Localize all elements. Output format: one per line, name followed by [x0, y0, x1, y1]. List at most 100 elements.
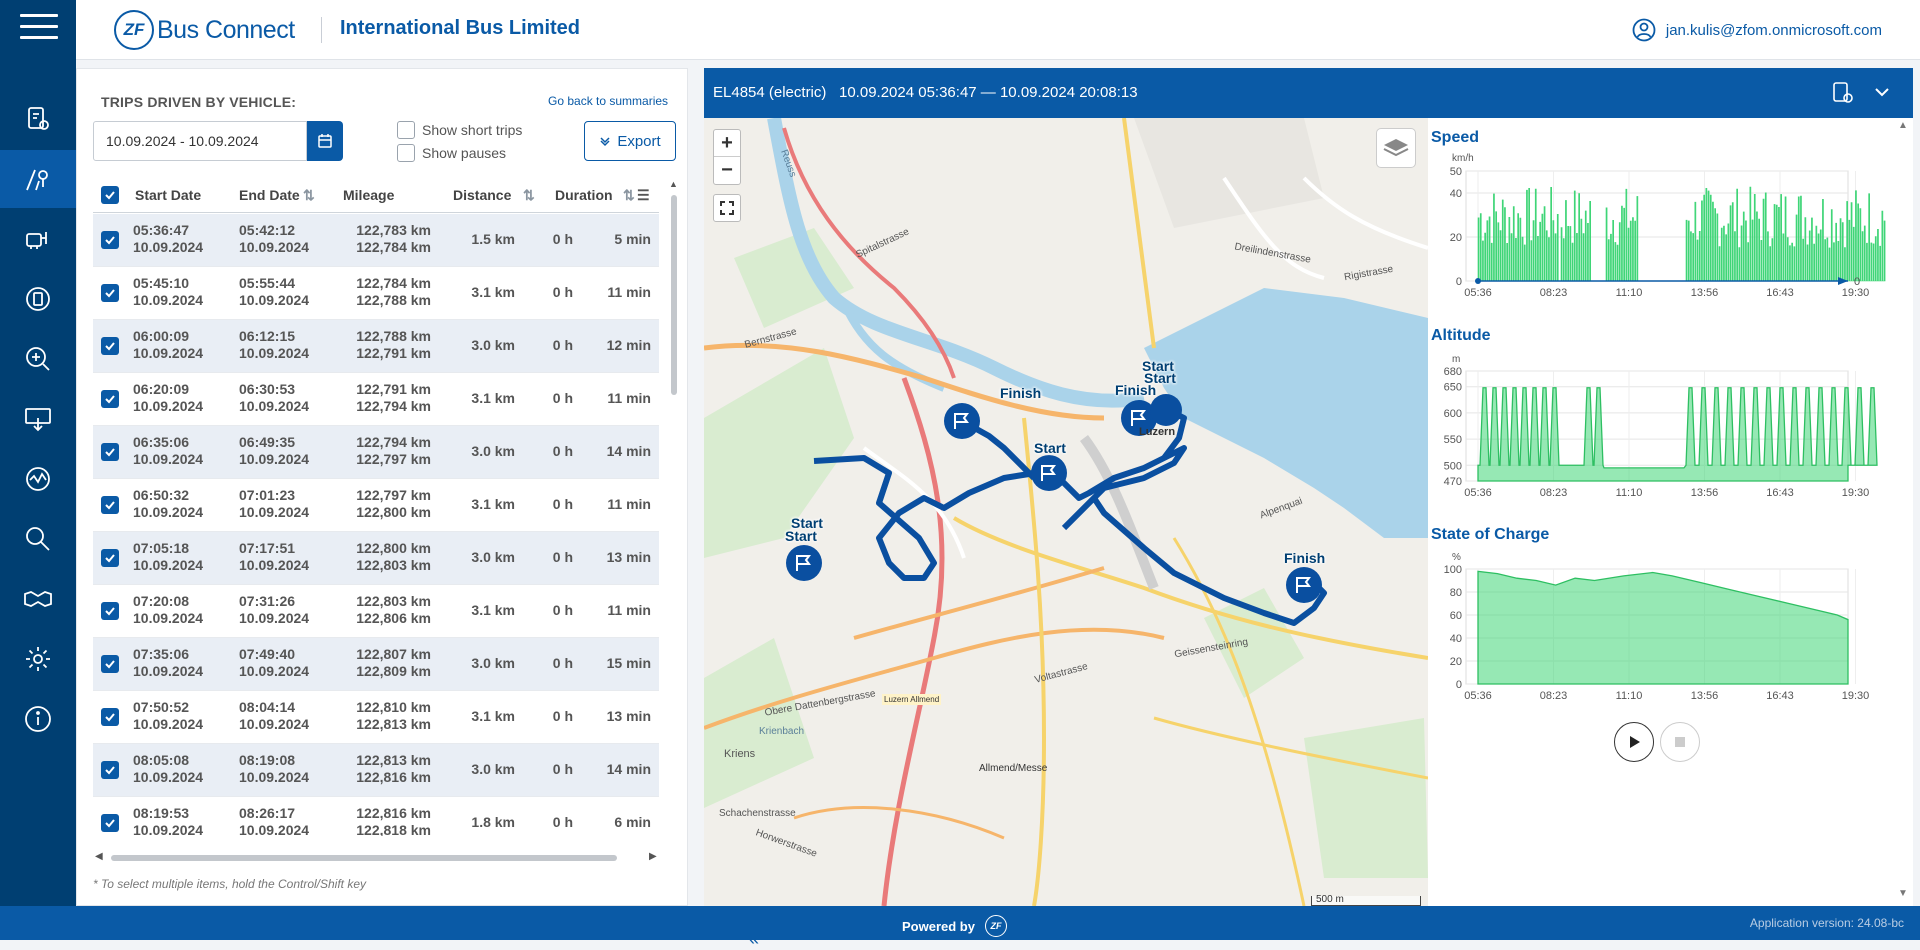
sort-icon[interactable]: ⇅	[523, 187, 535, 203]
table-row[interactable]: 06:20:09 10.09.2024 06:30:53 10.09.2024 122,…	[93, 373, 659, 426]
nav-settings-icon[interactable]	[0, 630, 76, 688]
row-checkbox[interactable]	[101, 337, 119, 355]
row-checkbox[interactable]	[101, 602, 119, 620]
user-email: jan.kulis@zfom.onmicrosoft.com	[1665, 21, 1882, 39]
company-name: International Bus Limited	[340, 17, 581, 39]
duration-minutes: 15 min	[606, 655, 651, 671]
end-date: 10.09.2024	[239, 292, 310, 308]
row-checkbox[interactable]	[101, 761, 119, 779]
row-checkbox[interactable]	[101, 390, 119, 408]
mileage-start: 122,794 km	[356, 434, 431, 450]
calendar-button[interactable]	[307, 121, 343, 161]
fullscreen-button[interactable]	[713, 194, 741, 222]
scroll-right-icon[interactable]: ▶	[649, 851, 657, 862]
nav-vehicle-report-icon[interactable]	[0, 90, 76, 148]
table-row[interactable]: 07:20:08 10.09.2024 07:31:26 10.09.2024 122,…	[93, 585, 659, 638]
start-date: 10.09.2024	[133, 398, 204, 414]
column-menu-icon[interactable]: ☰	[637, 187, 650, 203]
zoom-out-button[interactable]: −	[721, 159, 733, 181]
table-row[interactable]: 06:00:09 10.09.2024 06:12:15 10.09.2024 122,…	[93, 320, 659, 373]
menu-icon[interactable]	[20, 14, 58, 44]
row-checkbox[interactable]	[101, 231, 119, 249]
row-checkbox[interactable]	[101, 708, 119, 726]
soc-chart[interactable]: 100 80 60 40 20 005:36 08:23 11:10 13:56 16:43 19:…	[1428, 561, 1908, 721]
table-row[interactable]: 05:45:10 10.09.2024 05:55:44 10.09.2024 122,…	[93, 267, 659, 320]
nav-handshake-icon[interactable]	[0, 570, 76, 628]
show-pauses-checkbox[interactable]: Show pauses	[397, 144, 506, 162]
map-marker[interactable]	[1121, 400, 1157, 436]
go-back-link[interactable]: Go back to summaries	[548, 94, 669, 108]
row-checkbox[interactable]	[101, 655, 119, 673]
table-row[interactable]: 06:50:32 10.09.2024 07:01:23 10.09.2024 122,…	[93, 479, 659, 532]
table-row[interactable]: 08:19:53 10.09.2024 08:26:17 10.09.2024 122,…	[93, 797, 659, 836]
start-date: 10.09.2024	[133, 769, 204, 785]
show-short-trips-checkbox[interactable]: Show short trips	[397, 121, 522, 139]
map-marker[interactable]	[786, 545, 822, 581]
col-duration[interactable]: Duration	[555, 187, 613, 203]
table-vertical-scrollbar[interactable]: ▲ ▼	[669, 179, 679, 915]
row-checkbox[interactable]	[101, 284, 119, 302]
route-map[interactable]: Start Start Finish Start Finish Start St…	[704, 118, 1428, 906]
nav-performance-icon[interactable]	[0, 450, 76, 508]
map-marker[interactable]	[1031, 455, 1067, 491]
scroll-up-icon[interactable]: ▲	[669, 179, 678, 189]
speed-chart-title: Speed	[1431, 129, 1480, 146]
table-row[interactable]: 06:35:06 10.09.2024 06:49:35 10.09.2024 122,…	[93, 426, 659, 479]
map-marker[interactable]	[1150, 394, 1182, 426]
play-button[interactable]	[1614, 722, 1654, 762]
row-checkbox[interactable]	[101, 549, 119, 567]
nav-info-icon[interactable]	[0, 690, 76, 748]
end-date: 10.09.2024	[239, 504, 310, 520]
nav-diagnostics-icon[interactable]	[0, 330, 76, 388]
duration-minutes: 11 min	[607, 284, 651, 300]
sort-icon[interactable]: ⇅	[303, 187, 315, 203]
chevron-down-icon[interactable]	[1874, 86, 1890, 98]
soc-chart-title: State of Charge	[1431, 526, 1550, 543]
col-start-date[interactable]: Start Date	[135, 187, 202, 203]
scroll-up-icon[interactable]: ▲	[1898, 120, 1908, 131]
table-row[interactable]: 07:35:06 10.09.2024 07:49:40 10.09.2024 122,…	[93, 638, 659, 691]
stop-button[interactable]	[1660, 722, 1700, 762]
row-checkbox[interactable]	[101, 814, 119, 832]
map-marker[interactable]	[1286, 567, 1322, 603]
zoom-in-button[interactable]: +	[714, 130, 740, 157]
mileage-end: 122,800 km	[356, 504, 431, 520]
nav-search-icon[interactable]	[0, 510, 76, 568]
app-header: ZF Bus Connect International Bus Limited…	[76, 0, 1920, 60]
sort-icon[interactable]: ⇅	[623, 187, 635, 203]
y-tick-label: 100	[1444, 564, 1462, 576]
export-button[interactable]: Export	[584, 121, 676, 161]
scroll-left-icon[interactable]: ◀	[95, 851, 103, 862]
horizontal-scroll-thumb[interactable]	[111, 855, 617, 861]
marker-label: Finish	[1284, 550, 1326, 566]
table-row[interactable]: 05:36:47 10.09.2024 05:42:12 10.09.2024 122,…	[93, 214, 659, 267]
map-marker[interactable]	[944, 403, 980, 439]
x-tick-label: 11:10	[1616, 287, 1643, 299]
table-row[interactable]: 08:05:08 10.09.2024 08:19:08 10.09.2024 122,…	[93, 744, 659, 797]
vehicle-report-icon[interactable]	[1830, 80, 1856, 106]
row-checkbox[interactable]	[101, 443, 119, 461]
nav-trips-icon[interactable]	[0, 150, 76, 208]
select-all-checkbox[interactable]	[101, 186, 119, 204]
nav-charging-icon[interactable]	[0, 210, 76, 268]
user-menu[interactable]: jan.kulis@zfom.onmicrosoft.com	[1632, 18, 1882, 42]
map-canvas[interactable]	[704, 118, 1428, 906]
date-range-input[interactable]	[93, 121, 307, 161]
nav-battery-icon[interactable]	[0, 270, 76, 328]
table-horizontal-scrollbar[interactable]: ◀ ▶	[93, 851, 663, 865]
altitude-unit: m	[1452, 354, 1461, 365]
zf-logo[interactable]: ZF Bus Connect	[114, 10, 295, 50]
col-mileage[interactable]: Mileage	[343, 187, 395, 203]
vertical-scroll-thumb[interactable]	[671, 195, 677, 395]
col-distance[interactable]: Distance	[453, 187, 512, 203]
end-time: 08:04:14	[239, 699, 296, 715]
layers-button[interactable]	[1376, 128, 1416, 168]
scroll-down-icon[interactable]: ▼	[1898, 888, 1908, 899]
table-row[interactable]: 07:50:52 10.09.2024 08:04:14 10.09.2024 122,…	[93, 691, 659, 744]
row-checkbox[interactable]	[101, 496, 119, 514]
col-end-date[interactable]: End Date	[239, 187, 300, 203]
table-row[interactable]: 07:05:18 10.09.2024 07:17:51 10.09.2024 122,…	[93, 532, 659, 585]
nav-download-icon[interactable]	[0, 390, 76, 448]
